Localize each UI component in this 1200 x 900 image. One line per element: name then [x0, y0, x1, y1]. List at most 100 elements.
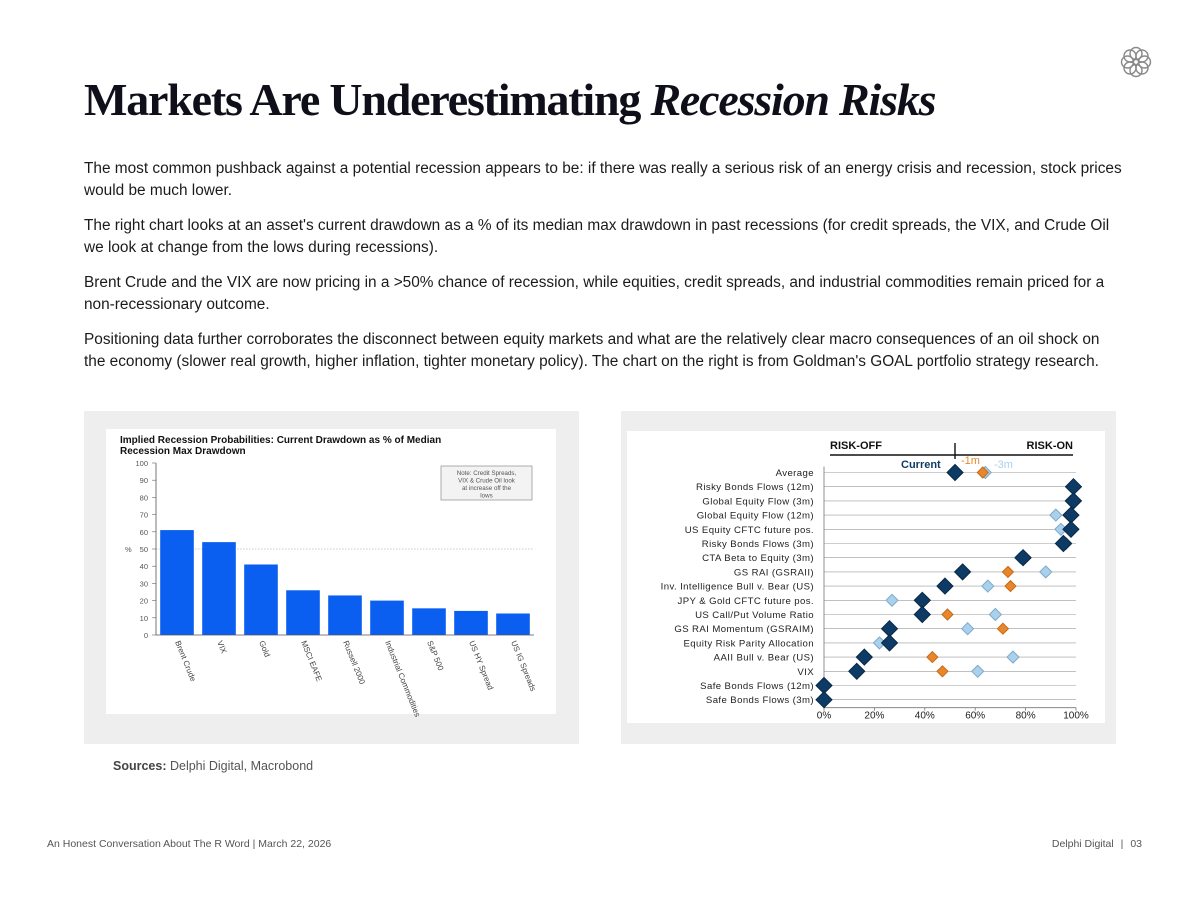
- marker-minus-1m: [976, 466, 989, 479]
- chart-note-box: [440, 465, 533, 501]
- y-tick-label: 20: [140, 597, 148, 606]
- y-tick-label: 60: [140, 528, 148, 537]
- footer-separator: |: [1120, 838, 1124, 850]
- row-label: Equity Risk Parity Allocation: [683, 638, 814, 649]
- marker-minus-3m: [988, 607, 1003, 622]
- chart-note-text: VIX & Crude Oil look: [458, 478, 516, 485]
- legend-minus-1m: -1m: [961, 455, 980, 467]
- bar-vix: [202, 542, 236, 635]
- positioning-chart-panel: RISK-OFF RISK-ON Current -1m -3m Average Risky…: [621, 411, 1116, 744]
- y-tick-label: 100: [135, 459, 148, 468]
- row-label: US Equity CFTC future pos.: [685, 525, 814, 536]
- legend-current: Current: [901, 459, 941, 471]
- positioning-scatter-chart: RISK-OFF RISK-ON Current -1m -3m Average Risky…: [627, 431, 1105, 723]
- marker-current: [946, 463, 964, 482]
- risk-off-header: RISK-OFF: [830, 440, 882, 452]
- chart-title: Recession Max Drawdown: [120, 446, 246, 457]
- legend-minus-3m: -3m: [994, 459, 1013, 471]
- delphi-logo-icon: [1120, 46, 1152, 78]
- bar-brent-crude: [160, 530, 194, 635]
- footer-page-number: 03: [1130, 838, 1142, 850]
- paragraph-3: Brent Crude and the VIX are now pricing …: [84, 274, 1105, 313]
- y-tick-label: 50: [140, 545, 148, 554]
- y-tick-label: 40: [140, 562, 148, 571]
- marker-minus-3m: [1006, 650, 1020, 664]
- paragraph-1: The most common pushback against a poten…: [84, 160, 1122, 199]
- sources-note: Sources: Delphi Digital, Macrobond: [113, 759, 313, 773]
- row-label: CTA Beta to Equity (3m): [702, 553, 814, 564]
- row-label: JPY & Gold CFTC future pos.: [678, 596, 814, 607]
- bar-us-ig-spreads: [496, 613, 530, 635]
- title-emphasis: Recession Risks: [650, 74, 936, 125]
- page-title: Markets Are Underestimating Recession Ri…: [84, 70, 1084, 130]
- row-label: US Call/Put Volume Ratio: [695, 610, 814, 621]
- title-main: Markets Are Underestimating: [84, 74, 651, 125]
- marker-current: [855, 648, 874, 666]
- row-label: Global Equity Flow (3m): [702, 496, 814, 507]
- row-label: VIX: [797, 667, 814, 678]
- row-label: Risky Bonds Flows (12m): [696, 482, 814, 493]
- marker-current: [913, 605, 931, 624]
- marker-minus-1m: [1004, 579, 1017, 593]
- marker-minus-3m: [885, 593, 899, 608]
- x-tick-label: 0%: [817, 711, 832, 722]
- marker-current: [848, 662, 866, 681]
- row-label: Inv. Intelligence Bull v. Bear (US): [661, 582, 814, 593]
- footer-brand-page: Delphi Digital | 03: [1052, 838, 1142, 850]
- marker-minus-1m: [996, 622, 1010, 635]
- chart-title: Implied Recession Probabilities: Current…: [120, 435, 441, 446]
- bar-us-hy-spread: [454, 610, 488, 635]
- y-tick-label: 30: [140, 579, 148, 588]
- marker-current: [1014, 548, 1032, 567]
- chart-note-text: lows: [480, 493, 492, 500]
- row-label: GS RAI (GSRAII): [734, 567, 814, 578]
- marker-minus-3m: [1039, 565, 1053, 579]
- y-tick-label: 0: [144, 631, 148, 640]
- marker-current: [880, 634, 899, 652]
- y-tick-label: 70: [140, 511, 148, 520]
- bar-russell-2000: [328, 595, 362, 635]
- paragraph-2: The right chart looks at an asset's curr…: [84, 217, 1110, 256]
- sources-text: Delphi Digital, Macrobond: [166, 759, 314, 773]
- paragraph-4: Positioning data further corroborates th…: [84, 331, 1100, 370]
- row-label: Global Equity Flow (12m): [697, 511, 814, 522]
- marker-current: [936, 577, 954, 595]
- recession-probability-bar-chart: Implied Recession Probabilities: Current…: [106, 429, 556, 718]
- x-tick-label: 80%: [1016, 711, 1036, 722]
- y-tick-label: 80: [140, 493, 148, 502]
- marker-minus-1m: [1001, 565, 1015, 579]
- chart-note-text: at increase off the: [462, 485, 512, 492]
- marker-current: [1064, 492, 1083, 510]
- marker-current: [815, 690, 833, 709]
- marker-current: [1054, 534, 1073, 553]
- bar-industrial-commodities: [370, 600, 404, 635]
- row-label: Risky Bonds Flows (3m): [702, 539, 814, 550]
- y-tick-label: 10: [140, 614, 148, 623]
- marker-minus-3m: [971, 664, 985, 679]
- risk-on-header: RISK-ON: [1027, 440, 1074, 452]
- x-tick-label: 100%: [1063, 711, 1089, 722]
- row-label: AAII Bull v. Bear (US): [714, 653, 814, 664]
- row-label: Average: [776, 468, 814, 479]
- sources-label: Sources:: [113, 759, 167, 773]
- bar-gold: [244, 564, 278, 635]
- marker-minus-1m: [936, 665, 949, 678]
- x-tick-label: 60%: [965, 711, 985, 722]
- bar-s-p-500: [412, 608, 446, 635]
- footer-brand: Delphi Digital: [1051, 838, 1114, 850]
- bar-msci-eafe: [286, 590, 320, 635]
- marker-minus-3m: [981, 579, 995, 593]
- recession-probability-chart-panel: Implied Recession Probabilities: Current…: [84, 411, 579, 744]
- y-axis-label: %: [125, 545, 132, 554]
- x-tick-label: 20%: [864, 711, 884, 722]
- marker-minus-3m: [1049, 508, 1063, 522]
- footer-report-title: An Honest Conversation About The R Word …: [47, 838, 332, 850]
- body-text: The most common pushback against a poten…: [84, 158, 1124, 386]
- y-tick-label: 90: [140, 476, 148, 485]
- marker-current: [953, 563, 972, 581]
- row-label: Safe Bonds Flows (3m): [706, 695, 814, 706]
- chart-note-text: Note: Credit Spreads,: [457, 470, 517, 477]
- row-label: Safe Bonds Flows (12m): [700, 681, 814, 692]
- marker-minus-1m: [941, 608, 954, 621]
- chart-background: [627, 431, 1105, 723]
